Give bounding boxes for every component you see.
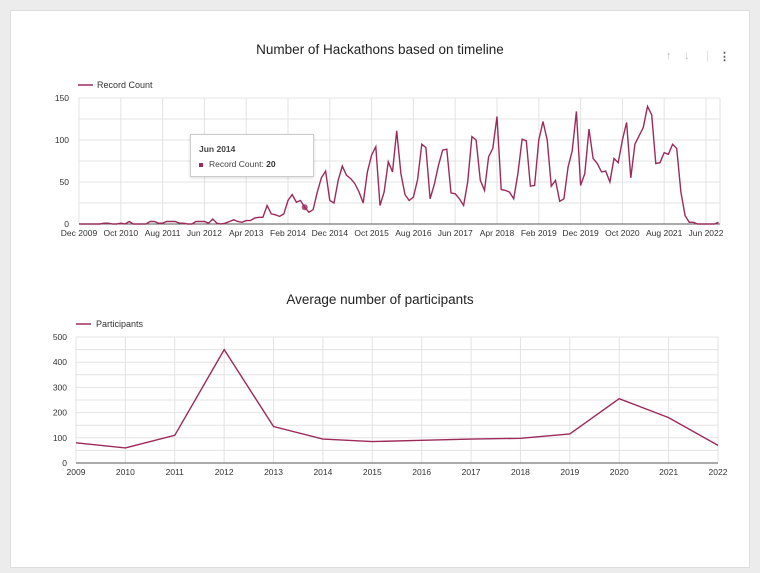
- x-tick-label: 2021: [659, 467, 678, 477]
- x-tick-label: 2011: [166, 467, 185, 477]
- x-tick-label: 2016: [412, 467, 431, 477]
- x-tick-label: Oct 2015: [354, 228, 389, 238]
- arrow-down-icon[interactable]: ↓: [684, 50, 690, 62]
- x-tick-label: Oct 2020: [605, 228, 640, 238]
- series-line-participants: [75, 348, 719, 449]
- highlighted-point: [301, 204, 308, 211]
- dashboard-card: [10, 10, 750, 568]
- x-tick-label: Aug 2011: [145, 228, 181, 238]
- x-tick-label: Jun 2012: [187, 228, 222, 238]
- x-tick-label: Feb 2014: [270, 228, 306, 238]
- y-tick-label: 100: [53, 433, 67, 443]
- x-tick-label: Apr 2018: [480, 228, 515, 238]
- chart-title-participants: Average number of participants: [286, 292, 474, 307]
- y-tick-label: 500: [53, 332, 67, 342]
- x-tick-label: Feb 2019: [521, 228, 557, 238]
- series-swatch: [199, 162, 203, 167]
- legend-label: Participants: [96, 319, 144, 329]
- x-tick-label: Oct 2010: [104, 228, 139, 238]
- x-tick-label: Apr 2013: [229, 228, 264, 238]
- y-tick-label: 400: [53, 357, 67, 367]
- x-tick-label: 2017: [462, 467, 481, 477]
- legend-label: Record Count: [97, 80, 153, 90]
- x-tick-label: Dec 2009: [61, 228, 98, 238]
- x-tick-label: Aug 2016: [395, 228, 432, 238]
- x-tick-label: 2020: [610, 467, 629, 477]
- tooltip-label: Record Count:: [209, 159, 267, 169]
- y-tick-label: 0: [64, 219, 69, 229]
- x-tick-label: 2012: [215, 467, 234, 477]
- x-tick-label: 2015: [363, 467, 382, 477]
- arrow-up-icon[interactable]: ↑: [666, 50, 672, 62]
- y-tick-label: 150: [55, 93, 69, 103]
- x-tick-label: 2013: [264, 467, 283, 477]
- x-tick-label: 2010: [116, 467, 135, 477]
- x-tick-label: 2019: [560, 467, 579, 477]
- x-tick-label: 2022: [709, 467, 728, 477]
- tooltip-row: Record Count: 20: [199, 159, 276, 169]
- tooltip-date: Jun 2014: [199, 144, 236, 154]
- chart-tooltip: Jun 2014 Record Count: 20: [190, 134, 314, 177]
- y-tick-label: 50: [60, 177, 70, 187]
- x-tick-label: 2018: [511, 467, 530, 477]
- tooltip-value: 20: [266, 159, 276, 169]
- y-tick-label: 0: [62, 458, 67, 468]
- x-tick-label: 2009: [67, 467, 86, 477]
- toolbar-divider: |: [706, 50, 709, 62]
- y-tick-label: 300: [53, 382, 67, 392]
- x-tick-label: Jun 2017: [438, 228, 473, 238]
- chart-title-hackathons: Number of Hackathons based on timeline: [256, 42, 504, 57]
- y-tick-label: 200: [53, 408, 67, 418]
- x-tick-label: Aug 2021: [646, 228, 683, 238]
- x-tick-label: Dec 2014: [312, 228, 349, 238]
- y-tick-label: 100: [55, 135, 69, 145]
- x-tick-label: Jun 2022: [689, 228, 724, 238]
- x-tick-label: 2014: [313, 467, 332, 477]
- more-vert-icon[interactable]: ⋮: [719, 51, 730, 63]
- series-line-record-count: [79, 104, 719, 225]
- x-tick-label: Dec 2019: [562, 228, 599, 238]
